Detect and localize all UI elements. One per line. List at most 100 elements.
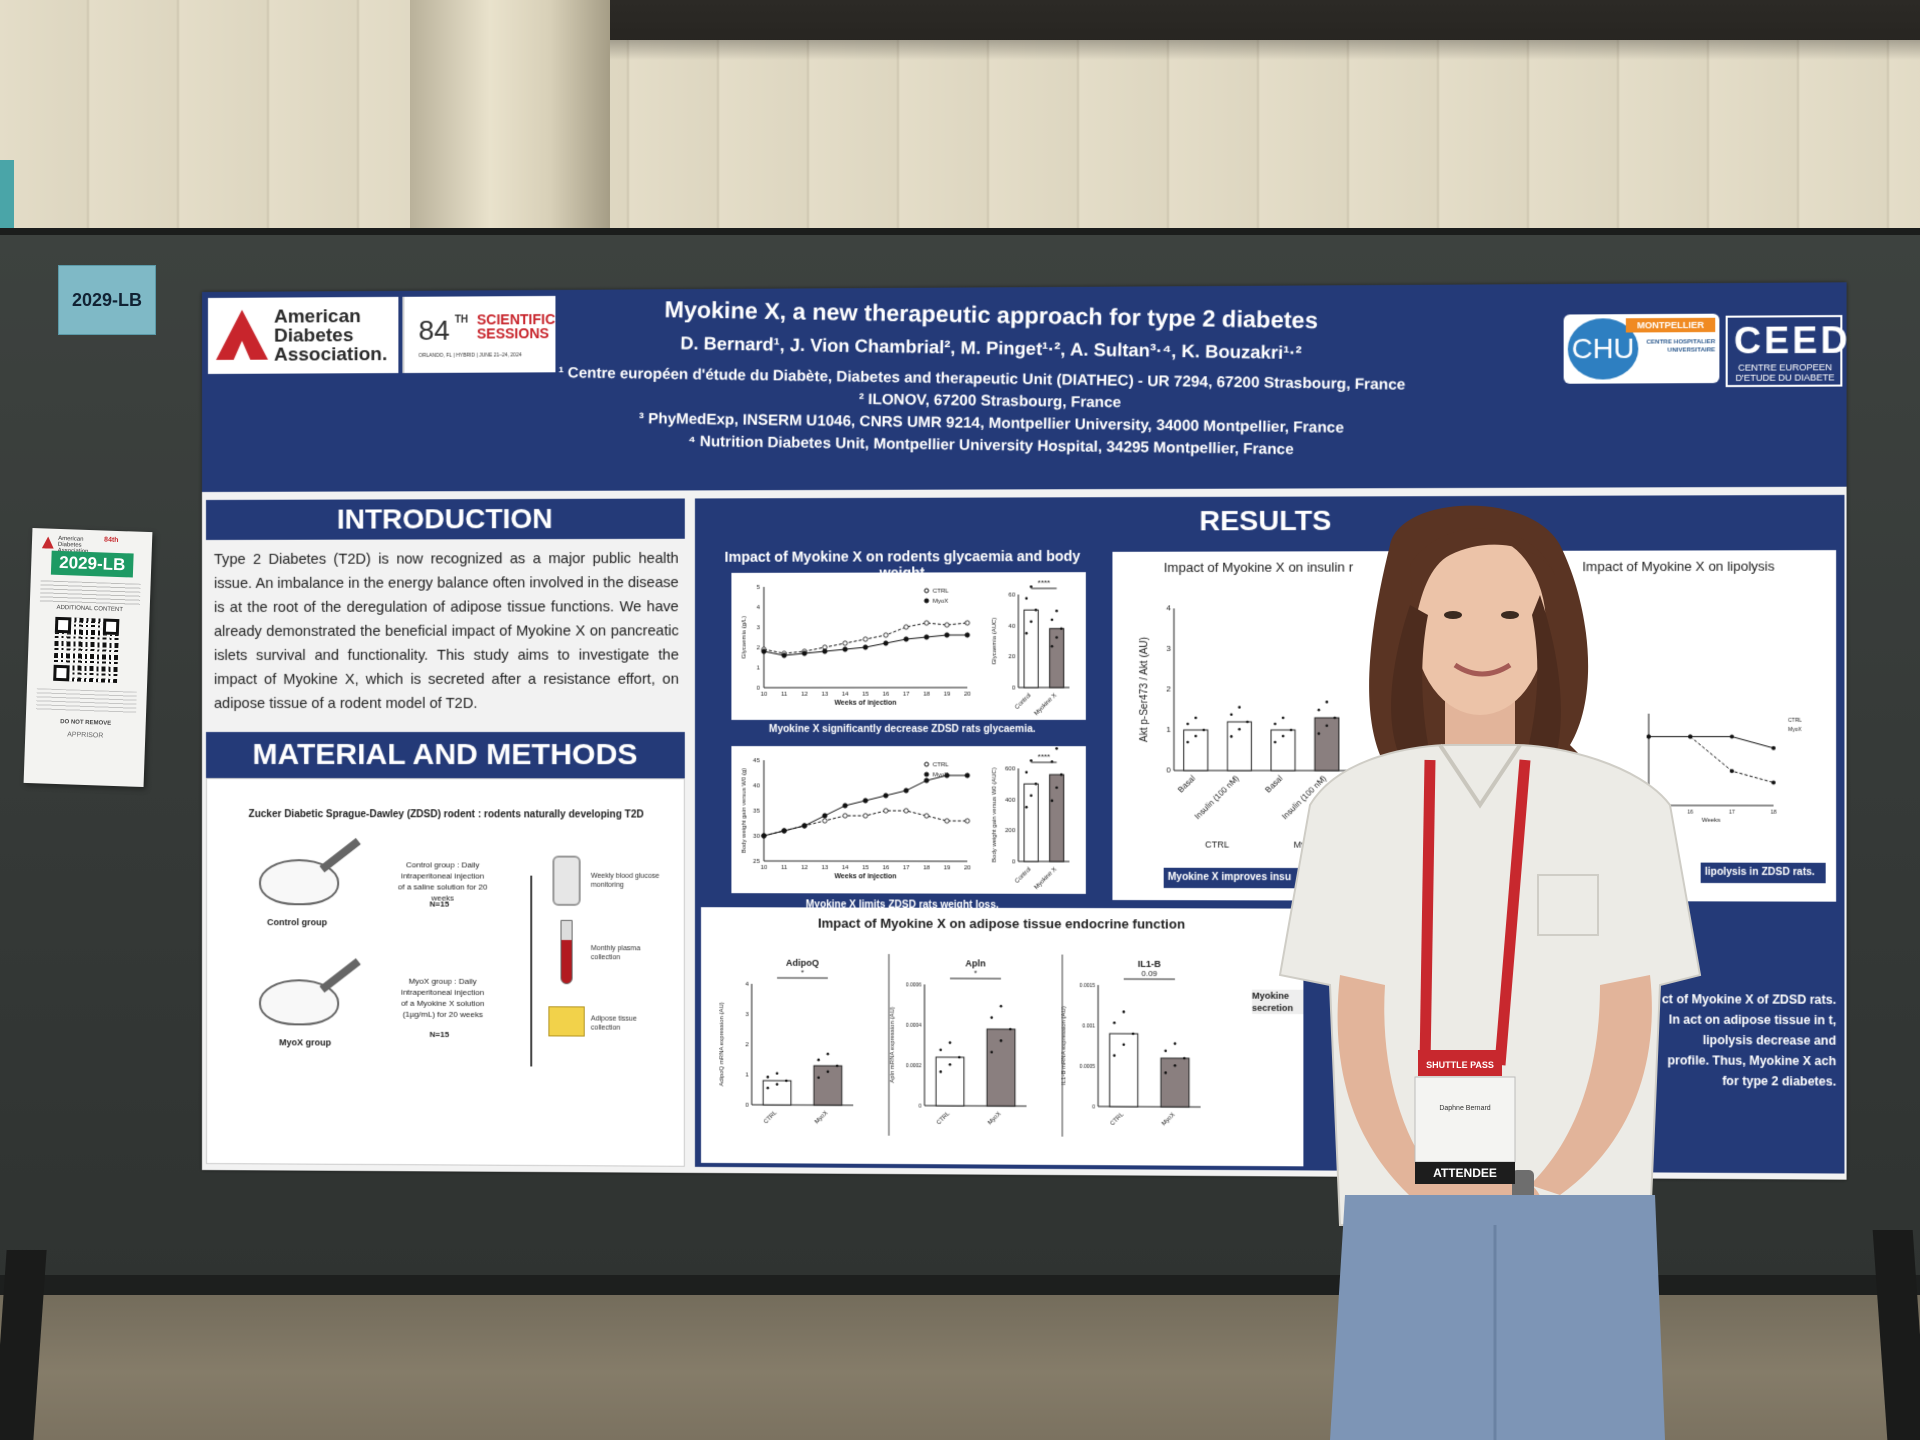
y-tick-label: 3 xyxy=(756,625,760,631)
x-tick-label: 15 xyxy=(862,692,869,698)
data-point xyxy=(1246,721,1249,724)
y-tick-label: 3 xyxy=(745,1012,749,1018)
y-tick-label: 0.0015 xyxy=(1079,983,1095,989)
x-axis-label: Weeks of injection xyxy=(834,700,896,707)
tissue-sample-icon xyxy=(548,1006,584,1036)
data-point xyxy=(827,1070,830,1073)
x-tick-label: 15 xyxy=(862,865,869,871)
myox-group-n: N=15 xyxy=(430,1030,449,1039)
data-point xyxy=(1194,735,1197,738)
sessions-th: TH xyxy=(455,315,468,326)
glycaemia-panel: Impact of Myokine X on rodents glycaemia… xyxy=(701,542,1104,957)
y-tick-label: 20 xyxy=(1008,655,1015,661)
data-point xyxy=(823,819,827,823)
data-point xyxy=(1202,729,1205,732)
y-tick-label: 35 xyxy=(753,809,760,815)
eye xyxy=(1444,611,1462,619)
jeans xyxy=(1330,1195,1665,1440)
data-point xyxy=(1113,1021,1116,1024)
data-point xyxy=(1186,741,1189,744)
pillar xyxy=(410,0,610,260)
ceed-logo: CEED CENTRE EUROPEEN D'ETUDE DU DIABETE xyxy=(1726,315,1843,387)
chu-ribbon: MONTPELLIER xyxy=(1626,318,1715,333)
additional-content-flyer: American Diabetes Association 84th 2029-… xyxy=(24,528,153,787)
data-point xyxy=(1174,1064,1177,1067)
data-point xyxy=(817,1059,820,1062)
data-point xyxy=(776,1072,779,1075)
data-point xyxy=(884,809,888,813)
data-point xyxy=(990,1016,993,1019)
y-tick-label: 4 xyxy=(1166,603,1171,612)
data-point xyxy=(924,621,928,625)
x-tick-label: Myokine X xyxy=(1034,867,1059,891)
data-point xyxy=(1000,1039,1003,1042)
data-point xyxy=(1025,771,1028,774)
data-point xyxy=(1000,1005,1003,1008)
flyer-text-lines xyxy=(40,580,141,605)
data-point xyxy=(965,773,969,777)
x-tick-label: 13 xyxy=(821,692,828,698)
x-tick-label: Control xyxy=(1014,867,1032,885)
glucometer-icon xyxy=(552,856,580,906)
y-tick-label: 1 xyxy=(1166,725,1171,734)
ada-logo-icon xyxy=(42,536,54,548)
data-point xyxy=(1183,1057,1186,1060)
data-point xyxy=(1034,783,1037,786)
data-point xyxy=(1238,728,1241,731)
y-tick-label: 3 xyxy=(1166,644,1171,653)
y-tick-label: 400 xyxy=(1005,797,1016,803)
data-point xyxy=(863,814,867,818)
flyer-sponsor: APPRISOR xyxy=(35,730,135,740)
x-tick-label: 16 xyxy=(882,692,889,698)
data-point xyxy=(836,1065,839,1068)
data-point xyxy=(1164,1050,1167,1053)
x-tick-label: 12 xyxy=(801,865,808,871)
sessions-number: 84 xyxy=(418,315,449,347)
y-tick-label: 40 xyxy=(753,783,760,789)
significance-label: 0.09 xyxy=(1141,969,1158,978)
chart-title: IL1-B xyxy=(1138,959,1162,969)
x-tick-label: 20 xyxy=(964,692,971,698)
y-tick-label: 60 xyxy=(1008,593,1015,599)
glycaemia-chart-card: 0 1 2 3 4 5 10 11 12 13 14 15 16 17 18 19 20 Weeks of inj… xyxy=(731,572,1085,720)
data-point xyxy=(776,1083,779,1086)
y-axis-label: Body weight gain versus W0 (g) xyxy=(742,768,748,853)
y-tick-label: 4 xyxy=(745,982,749,988)
weight-chart: 25 30 35 40 45 10 11 12 13 14 15 16 17 18 19 20 Weeks of… xyxy=(731,746,1085,894)
y-axis-label: Apln mRNA expression (AU) xyxy=(890,1007,896,1083)
x-tick-label: CTRL xyxy=(1109,1111,1125,1127)
methods-panel: Zucker Diabetic Sprague-Dawley (ZDSD) ro… xyxy=(206,778,685,1167)
data-point xyxy=(945,633,949,637)
legend-label: CTRL xyxy=(933,589,950,595)
x-tick-label: 18 xyxy=(1771,810,1777,816)
y-tick-label: 25 xyxy=(753,859,760,865)
x-tick-label: MyoX xyxy=(814,1110,829,1125)
y-tick-label: 200 xyxy=(1005,828,1016,834)
data-point xyxy=(863,637,867,641)
flyer-additional: ADDITIONAL CONTENT xyxy=(40,604,140,613)
glycaemia-chart: 01234510 11 12 13 14 15 16 17 18 19 20Weeks of inj… xyxy=(731,572,1085,720)
data-point xyxy=(1230,735,1233,738)
data-point xyxy=(762,834,766,838)
data-point xyxy=(949,1041,952,1044)
y-tick-label: 0.0005 xyxy=(1079,1064,1095,1070)
significance-label: * xyxy=(801,968,804,977)
y-tick-label: 0 xyxy=(1012,859,1016,865)
data-point xyxy=(965,633,969,637)
flyer-poster-code: 2029-LB xyxy=(51,551,134,578)
y-tick-label: 0.0006 xyxy=(906,982,922,988)
data-point xyxy=(1060,773,1063,776)
y-tick-label: 1 xyxy=(745,1072,749,1078)
data-point xyxy=(762,649,766,653)
data-point xyxy=(939,1049,942,1052)
myox-group-label: MyoX group xyxy=(279,1037,331,1047)
legend-marker xyxy=(925,762,929,766)
y-tick-label: 2 xyxy=(1166,684,1171,693)
data-point xyxy=(817,1076,820,1079)
data-point xyxy=(1051,645,1054,648)
data-point xyxy=(939,1070,942,1073)
x-tick-label: 18 xyxy=(923,865,930,871)
data-point xyxy=(1186,723,1189,726)
data-point xyxy=(884,793,888,797)
data-point xyxy=(1025,597,1028,600)
